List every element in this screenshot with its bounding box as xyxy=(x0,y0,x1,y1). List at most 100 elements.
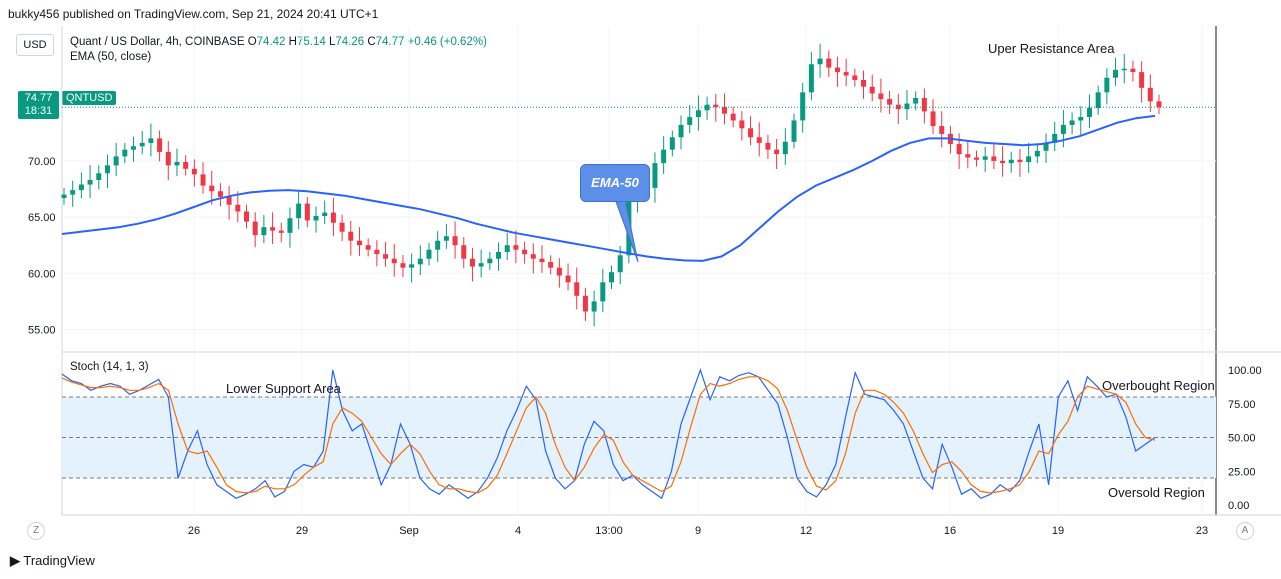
candle-body xyxy=(617,255,623,273)
candle-body xyxy=(383,254,389,259)
time-tick-label: Sep xyxy=(399,525,419,537)
candle-body xyxy=(469,258,475,267)
candle-body xyxy=(939,126,945,134)
candle-body xyxy=(574,282,580,296)
time-tick-label: 13:00 xyxy=(595,525,623,537)
candle-body xyxy=(330,212,336,223)
time-tick-label: 26 xyxy=(188,525,200,537)
candle-body xyxy=(183,162,189,169)
legend-close-label: C xyxy=(367,36,376,48)
time-tick-label: 23 xyxy=(1196,525,1208,537)
candle-body xyxy=(852,75,858,80)
candle-body xyxy=(374,249,380,255)
candle-body xyxy=(652,163,658,188)
candle-body xyxy=(339,222,345,232)
candle-body xyxy=(930,111,936,127)
candle-body xyxy=(678,124,684,138)
price-tick-label: 55.00 xyxy=(28,325,56,337)
stoch-legend: Stoch (14, 1, 3) xyxy=(70,361,149,373)
candle-body xyxy=(591,301,597,312)
chart-legend: Quant / US Dollar, 4h, COINBASE O74.42 H… xyxy=(70,35,487,65)
candle-body xyxy=(365,245,371,250)
candle-body xyxy=(113,156,119,166)
candle-body xyxy=(104,165,110,174)
candle-body xyxy=(452,236,458,246)
candle-body xyxy=(965,154,971,158)
candle-body xyxy=(96,173,102,181)
candle-body xyxy=(504,245,510,252)
candle-body xyxy=(1130,68,1136,73)
candle-body xyxy=(235,204,241,212)
candle-body xyxy=(721,106,727,114)
candle-body xyxy=(530,254,536,259)
candle-body xyxy=(191,168,197,175)
candle-body xyxy=(548,262,554,268)
stoch-d-line xyxy=(61,376,1156,494)
overbought-annotation: Overbought Region xyxy=(1102,378,1215,393)
candle-body xyxy=(565,275,571,283)
candle-body xyxy=(895,104,901,110)
candle-body xyxy=(165,151,171,166)
candle-body xyxy=(1095,92,1101,109)
legend-low: 74.26 xyxy=(335,36,365,48)
candle-body xyxy=(1121,68,1127,71)
legend-high-label: H xyxy=(288,36,297,48)
candle-body xyxy=(200,174,206,186)
legend-low-label: L xyxy=(328,36,336,48)
support-annotation: Lower Support Area xyxy=(226,381,341,396)
candle-body xyxy=(461,245,467,259)
candle-body xyxy=(861,79,867,87)
candle-body xyxy=(808,64,814,93)
candle-body xyxy=(695,110,701,118)
candle-body xyxy=(878,93,884,100)
legend-open-label: O xyxy=(247,36,257,48)
candle-body xyxy=(713,104,719,107)
candle-body xyxy=(417,258,423,265)
oversold-annotation: Oversold Region xyxy=(1108,485,1205,500)
candle-body xyxy=(270,227,276,231)
currency-button[interactable]: USD xyxy=(16,34,54,56)
candle-body xyxy=(782,141,788,155)
price-tick-label: 60.00 xyxy=(28,268,56,280)
candle-body xyxy=(348,231,354,241)
candle-body xyxy=(600,282,606,302)
candle-body xyxy=(122,149,128,157)
candle-body xyxy=(1026,156,1032,163)
auto-scale-button[interactable]: A xyxy=(1236,522,1254,540)
candle-body xyxy=(739,120,745,129)
candle-body xyxy=(556,267,562,276)
candle-body xyxy=(78,184,84,191)
candle-body xyxy=(843,72,849,76)
bar-countdown: 18:31 xyxy=(24,105,53,117)
candle-body xyxy=(217,191,223,197)
candle-body xyxy=(522,249,528,255)
tradingview-logo-icon: ▶ xyxy=(10,553,20,568)
ema-callout: EMA-50 xyxy=(580,164,650,202)
legend-ema: EMA (50, close) xyxy=(70,51,152,63)
candle-body xyxy=(974,157,979,160)
candle-body xyxy=(1060,124,1066,134)
last-price: 74.77 xyxy=(24,92,53,104)
candle-body xyxy=(174,162,180,166)
candle-body xyxy=(1078,117,1084,121)
stoch-tick-label: 0.00 xyxy=(1228,500,1249,512)
candle-body xyxy=(913,97,919,104)
candle-body xyxy=(748,128,754,138)
price-tick-label: 70.00 xyxy=(28,156,56,168)
candle-body xyxy=(800,92,806,121)
stoch-tick-label: 25.00 xyxy=(1228,466,1256,478)
candle-body xyxy=(70,190,76,195)
candle-body xyxy=(774,149,780,155)
candle-body xyxy=(296,203,302,219)
candle-body xyxy=(1034,150,1040,157)
candle-body xyxy=(513,245,519,250)
time-tick-label: 4 xyxy=(515,525,521,537)
candle-body xyxy=(765,142,771,150)
candle-body xyxy=(478,263,484,267)
legend-high: 75.14 xyxy=(296,36,326,48)
legend-close: 74.77 xyxy=(375,36,405,48)
candle-body xyxy=(435,240,441,250)
timezone-button[interactable]: Z xyxy=(27,522,45,540)
candle-body xyxy=(244,211,249,222)
